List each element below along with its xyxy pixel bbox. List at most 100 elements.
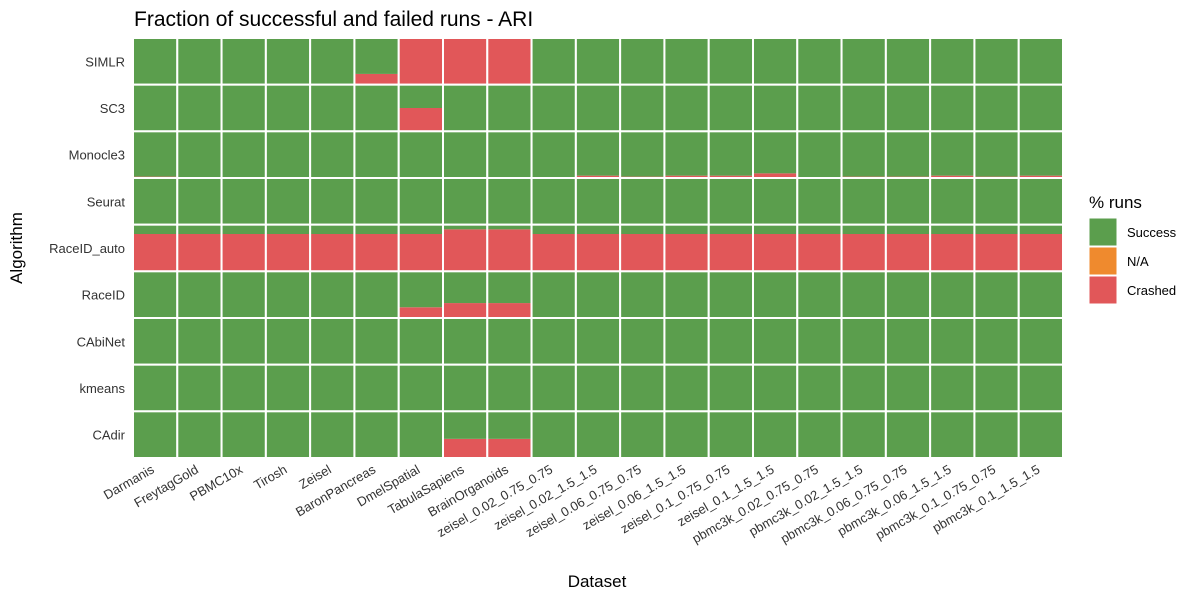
- cell-segment-success: [708, 178, 753, 225]
- cell-segment-success: [930, 224, 975, 234]
- cell-segment-success: [753, 178, 798, 225]
- cell-segment-success: [753, 224, 798, 234]
- cell-segment-success: [443, 224, 488, 230]
- cell-segment-success: [930, 271, 975, 318]
- cell-segment-success: [487, 318, 532, 365]
- cell-segment-success: [1018, 224, 1063, 234]
- cell-segment-success: [708, 84, 753, 132]
- cell-segment-success: [841, 318, 886, 365]
- cell-segment-success: [133, 411, 178, 458]
- cell-segment-crashed: [487, 303, 532, 318]
- y-tick-label: Seurat: [87, 194, 126, 209]
- cell-segment-success: [265, 271, 311, 318]
- cell-segment-crashed: [708, 234, 753, 272]
- cell-segment-success: [221, 364, 266, 412]
- cell-segment-success: [1018, 178, 1063, 225]
- cell-segment-success: [753, 38, 798, 85]
- cell-segment-success: [531, 411, 576, 458]
- cell-segment-success: [753, 271, 798, 318]
- cell-segment-success: [664, 84, 709, 132]
- cell-segment-success: [620, 224, 665, 234]
- cell-segment-crashed: [133, 234, 178, 272]
- y-tick-label: kmeans: [79, 381, 125, 396]
- cell-segment-success: [1018, 318, 1063, 365]
- cell-segment-crashed: [620, 234, 665, 272]
- chart-title: Fraction of successful and failed runs -…: [134, 8, 533, 31]
- cell-segment-success: [531, 364, 576, 412]
- cell-segment-success: [575, 318, 621, 365]
- cell-segment-crashed: [753, 173, 798, 178]
- cell-segment-success: [354, 38, 399, 74]
- cell-segment-success: [974, 178, 1019, 225]
- cell-segment-success: [531, 318, 576, 365]
- cell-segment-success: [265, 131, 311, 178]
- cell-segment-crashed: [531, 234, 576, 272]
- legend-key-crashed: [1088, 275, 1118, 305]
- cell-segment-success: [1018, 84, 1063, 132]
- cell-segment-crashed: [354, 73, 399, 85]
- cell-segment-success: [974, 318, 1019, 365]
- cell-segment-success: [753, 411, 798, 458]
- cell-segment-success: [487, 84, 532, 132]
- cell-segment-success: [443, 318, 488, 365]
- cell-segment-success: [930, 84, 975, 132]
- cell-segment-success: [221, 224, 266, 234]
- cell-segment-success: [841, 38, 886, 85]
- cell-segment-success: [797, 178, 842, 225]
- cell-segment-success: [708, 318, 753, 365]
- cell-segment-success: [885, 84, 931, 132]
- cell-border: [1017, 410, 1065, 459]
- cell-segment-success: [487, 131, 532, 178]
- cell-segment-success: [575, 271, 621, 318]
- cell-segment-success: [841, 411, 886, 458]
- cell-segment-crashed: [708, 175, 753, 178]
- cell-segment-crashed: [753, 234, 798, 272]
- cell-segment-success: [443, 271, 488, 304]
- cell-segment-crashed: [797, 234, 842, 272]
- cell-segment-success: [885, 318, 931, 365]
- cell-segment-success: [310, 411, 355, 458]
- cell-segment-success: [221, 84, 266, 132]
- cell-segment-crashed: [487, 438, 532, 458]
- y-axis-title: Algorithm: [7, 212, 26, 284]
- cell-segment-success: [1018, 364, 1063, 412]
- cell-segment-success: [930, 318, 975, 365]
- cell-segment-crashed: [221, 234, 266, 272]
- cell-segment-success: [885, 271, 931, 318]
- heatmap-cells: [132, 37, 1065, 459]
- cell-segment-success: [708, 411, 753, 458]
- cell-segment-crashed: [443, 38, 488, 85]
- cell-segment-success: [133, 84, 178, 132]
- legend: % runs Success N/A Crashed: [1088, 193, 1177, 305]
- cell-segment-success: [531, 178, 576, 225]
- cell-segment-success: [620, 38, 665, 85]
- cell-segment-success: [575, 38, 621, 85]
- legend-key-success: [1088, 217, 1118, 247]
- cell-segment-success: [177, 318, 222, 365]
- cell-segment-success: [620, 84, 665, 132]
- cell-segment-success: [177, 411, 222, 458]
- cell-segment-success: [487, 224, 532, 230]
- cell-segment-success: [885, 178, 931, 225]
- cell-segment-crashed: [265, 234, 311, 272]
- legend-key-na: [1088, 246, 1118, 276]
- cell-segment-success: [708, 38, 753, 85]
- cell-segment-success: [664, 178, 709, 225]
- cell-segment-success: [974, 38, 1019, 85]
- cell-segment-success: [664, 131, 709, 176]
- cell-segment-success: [708, 364, 753, 412]
- cell-segment-crashed: [398, 38, 443, 85]
- cell-segment-crashed: [930, 175, 975, 178]
- cell-segment-crashed: [575, 234, 621, 272]
- cell-segment-success: [531, 224, 576, 234]
- cell-segment-success: [487, 411, 532, 439]
- cell-segment-success: [177, 38, 222, 85]
- cell-segment-success: [575, 364, 621, 412]
- cell-segment-success: [177, 131, 222, 178]
- cell-segment-success: [930, 178, 975, 225]
- y-tick-label: CAbiNet: [77, 334, 126, 349]
- cell-segment-success: [575, 84, 621, 132]
- cell-segment-success: [664, 411, 709, 458]
- cell-segment-success: [531, 84, 576, 132]
